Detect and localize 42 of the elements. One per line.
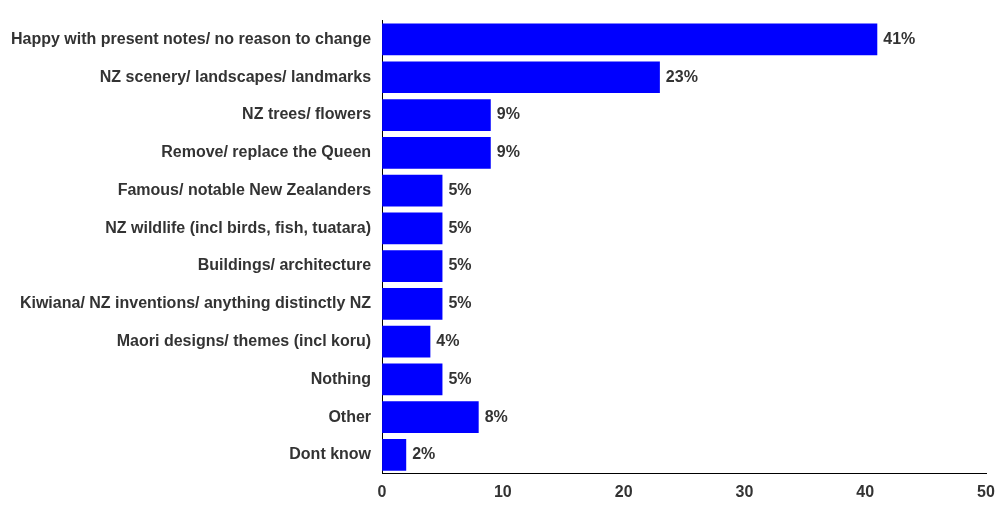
y-tick-label: Nothing xyxy=(310,369,372,387)
bar xyxy=(382,174,443,207)
data-label: 9% xyxy=(496,105,520,123)
y-tick-label: Other xyxy=(328,407,372,425)
bar xyxy=(382,99,491,131)
bar xyxy=(382,212,443,245)
data-label: 5% xyxy=(448,256,472,274)
data-label: 5% xyxy=(448,294,472,312)
bar xyxy=(382,61,660,94)
data-label: 23% xyxy=(665,67,698,85)
y-tick-label: NZ trees/ flowers xyxy=(242,105,372,123)
bar xyxy=(382,250,443,282)
data-label: 8% xyxy=(484,407,508,425)
bar xyxy=(382,287,443,320)
bar xyxy=(382,23,878,56)
y-tick-label: Buildings/ architecture xyxy=(197,256,372,274)
data-label: 9% xyxy=(496,143,520,161)
y-tick-label: Kiwiana/ NZ inventions/ anything distinctly NZ xyxy=(19,294,372,312)
x-tick-label: 10 xyxy=(493,482,512,500)
y-tick-label: Famous/ notable New Zealanders xyxy=(117,180,372,198)
data-label: 5% xyxy=(448,369,472,387)
x-tick-label: 30 xyxy=(735,482,754,500)
bar xyxy=(382,439,407,471)
y-tick-label: Maori designs/ themes (incl koru) xyxy=(116,332,372,350)
x-tick-label: 40 xyxy=(856,482,875,500)
x-tick-label: 50 xyxy=(977,482,995,500)
x-tick-label: 20 xyxy=(614,482,633,500)
y-tick-label: Dont know xyxy=(289,445,372,463)
data-label: 4% xyxy=(436,332,460,350)
y-tick-label: NZ wildlife (incl birds, fish, tuatara) xyxy=(105,218,372,236)
x-tick-label: 0 xyxy=(377,482,387,500)
bar xyxy=(382,325,431,358)
data-label: 5% xyxy=(448,180,472,198)
bar xyxy=(382,363,443,396)
y-tick-label: Happy with present notes/ no reason to change xyxy=(10,29,372,47)
y-tick-label: Remove/ replace the Queen xyxy=(161,143,372,161)
data-label: 2% xyxy=(412,445,436,463)
bar xyxy=(382,136,491,169)
y-tick-label: NZ scenery/ landscapes/ landmarks xyxy=(99,67,372,85)
data-label: 41% xyxy=(883,29,916,47)
data-label: 5% xyxy=(448,218,472,236)
bar xyxy=(382,401,479,434)
